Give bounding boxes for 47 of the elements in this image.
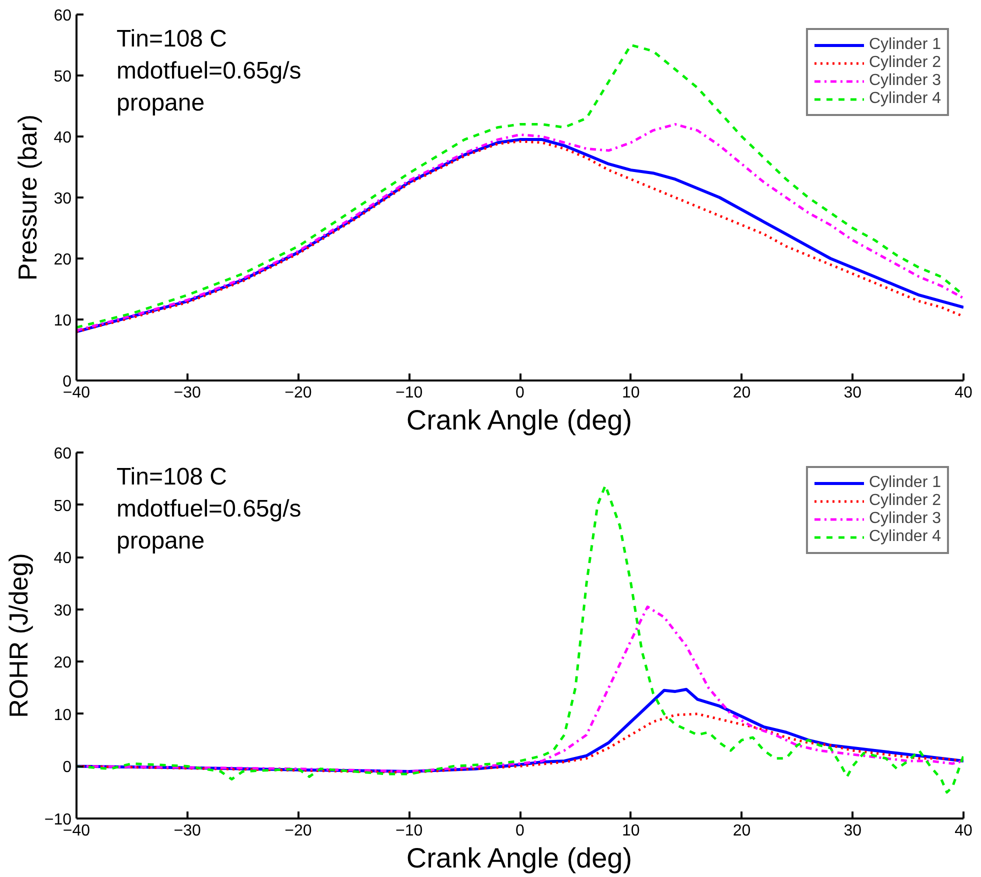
- y-tick-label: 10: [54, 706, 72, 724]
- legend-label: Cylinder 3: [868, 72, 941, 90]
- x-axis-title: Crank Angle (deg): [406, 842, 632, 874]
- y-tick-label: 40: [54, 130, 72, 146]
- x-tick-label: −30: [174, 822, 202, 840]
- x-tick-label: 30: [844, 384, 862, 402]
- y-tick-label: 50: [54, 68, 72, 86]
- x-tick-label: 0: [516, 822, 525, 840]
- x-tick-label: −30: [174, 384, 202, 402]
- x-tick-label: −20: [284, 384, 312, 402]
- y-axis-title: Pressure (bar): [12, 114, 43, 281]
- x-tick-label: 10: [622, 384, 640, 402]
- annotation: mdotfuel=0.65g/s: [116, 496, 302, 522]
- x-tick-label: −10: [396, 384, 423, 402]
- x-axis-title: Crank Angle (deg): [406, 404, 632, 436]
- y-tick-label: 10: [54, 312, 72, 330]
- y-tick-label: 40: [54, 550, 72, 568]
- annotation: propane: [116, 528, 205, 554]
- annotation: Tin=108 C: [116, 26, 228, 52]
- x-tick-label: 20: [732, 384, 751, 402]
- annotation: propane: [116, 90, 205, 116]
- legend-label: Cylinder 2: [868, 492, 941, 510]
- legend-label: Cylinder 4: [868, 528, 941, 546]
- x-tick-label: 40: [954, 822, 972, 840]
- x-tick-label: 40: [954, 384, 972, 402]
- y-tick-label: 60: [54, 8, 72, 24]
- y-tick-label: 20: [54, 252, 72, 268]
- legend-label: Cylinder 2: [868, 54, 941, 72]
- annotation: mdotfuel=0.65g/s: [116, 58, 302, 84]
- x-tick-label: −20: [284, 822, 312, 840]
- x-tick-label: 30: [844, 822, 862, 840]
- x-tick-label: 10: [622, 822, 640, 840]
- y-tick-label: 50: [54, 498, 72, 515]
- y-tick-label: 30: [54, 602, 72, 620]
- legend-label: Cylinder 3: [868, 510, 941, 528]
- y-tick-label: 0: [62, 759, 72, 776]
- legend-label: Cylinder 4: [868, 90, 941, 108]
- y-axis-title: ROHR (J/deg): [3, 553, 34, 718]
- legend-label: Cylinder 1: [868, 474, 941, 492]
- x-tick-label: −10: [396, 822, 423, 840]
- x-tick-label: 20: [732, 822, 751, 840]
- annotation: Tin=108 C: [116, 464, 228, 490]
- legend-label: Cylinder 1: [868, 36, 941, 54]
- y-tick-label: 20: [54, 654, 72, 672]
- y-tick-label: 30: [54, 190, 72, 208]
- x-tick-label: 0: [516, 384, 525, 402]
- y-tick-label: 60: [54, 446, 72, 462]
